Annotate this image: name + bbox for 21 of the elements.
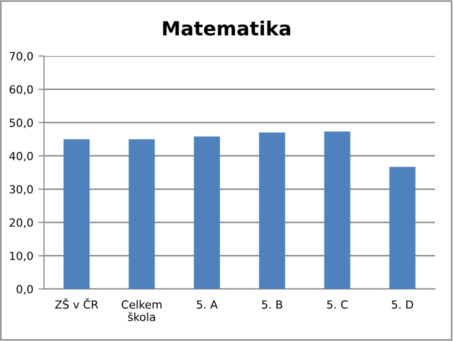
x-tick-label: 5. A <box>196 300 218 309</box>
bar <box>128 139 155 289</box>
x-tick-label: 5. C <box>327 300 348 309</box>
bar <box>259 132 286 289</box>
y-tick-label: 20,0 <box>10 218 33 228</box>
bar <box>194 136 220 289</box>
bar <box>324 132 350 289</box>
x-tick-label: ZŠ v ČR <box>55 298 98 309</box>
bar <box>389 166 416 289</box>
bar <box>64 139 90 289</box>
x-tick-label: Celkem škola <box>122 300 162 322</box>
y-tick-label: 40,0 <box>9 152 33 162</box>
x-tick-label: 5. B <box>262 300 282 309</box>
y-tick-label: 60,0 <box>10 85 33 95</box>
chart-title: Matematika <box>163 20 290 36</box>
x-tick-label: 5. D <box>392 300 414 309</box>
y-tick-label: 0,0 <box>16 284 33 295</box>
y-tick-label: 10,0 <box>10 252 33 262</box>
y-tick-label: 70,0 <box>10 52 33 62</box>
y-tick-label: 50,0 <box>10 118 33 128</box>
y-tick-label: 30,0 <box>10 185 33 195</box>
